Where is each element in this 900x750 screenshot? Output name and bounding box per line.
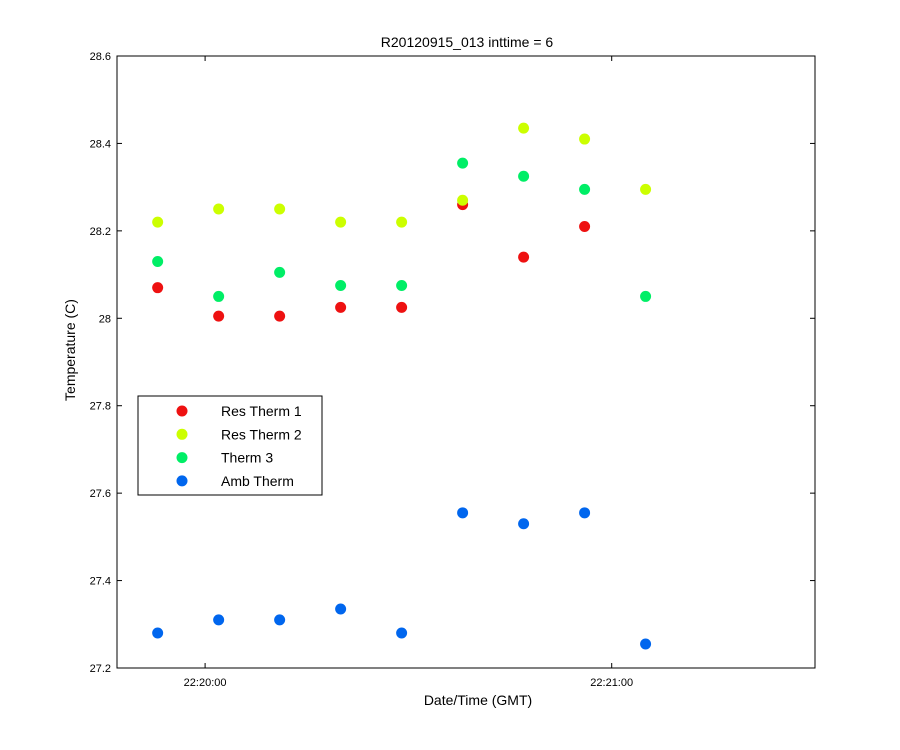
data-point-1 [579, 133, 591, 145]
y-tick-label: 27.6 [90, 488, 111, 500]
data-point-2 [396, 280, 408, 291]
data-point-1 [335, 216, 347, 228]
data-point-1 [640, 183, 652, 195]
data-point-2 [152, 255, 164, 267]
data-point-2 [579, 183, 591, 195]
y-axis-label: Temperature (C) [62, 299, 78, 401]
legend-label: Amb Therm [221, 473, 294, 489]
data-point-2 [640, 290, 652, 302]
data-point-3 [152, 627, 164, 639]
data-points [152, 122, 652, 650]
data-point-3 [457, 507, 469, 519]
data-point-0 [274, 310, 286, 322]
legend-marker [176, 405, 188, 417]
data-point-1 [518, 122, 530, 134]
x-axis-label: Date/Time (GMT) [424, 692, 532, 708]
data-point-3 [213, 614, 225, 626]
y-tick-label: 28.6 [90, 51, 111, 63]
legend-marker [176, 428, 188, 440]
data-point-0 [396, 301, 408, 313]
data-point-2 [335, 280, 347, 291]
data-point-0 [335, 301, 347, 313]
data-point-3 [518, 518, 530, 530]
data-point-2 [213, 290, 225, 302]
legend-label: Therm 3 [221, 450, 273, 466]
data-point-1 [274, 203, 286, 215]
y-tick-label: 27.8 [90, 401, 111, 413]
data-point-3 [640, 638, 652, 650]
legend-marker [176, 475, 188, 487]
x-tick-label: 22:20:00 [184, 677, 227, 689]
y-axis: 27.2 27.4 27.6 27.8 28 28.2 28.4 28.6 [90, 51, 815, 675]
data-point-1 [457, 194, 469, 206]
legend-label: Res Therm 2 [221, 426, 302, 442]
x-tick-label: 22:21:00 [590, 677, 633, 689]
data-point-3 [396, 627, 408, 639]
data-point-2 [518, 170, 530, 182]
data-point-3 [274, 614, 286, 626]
data-point-0 [579, 220, 591, 232]
chart-title: R20120915_013 inttime = 6 [381, 34, 554, 50]
data-point-1 [213, 203, 225, 215]
y-tick-label: 27.4 [90, 576, 111, 588]
data-point-1 [396, 216, 408, 228]
data-point-3 [579, 507, 591, 519]
y-tick-label: 28.2 [90, 226, 111, 238]
data-point-3 [335, 603, 347, 615]
legend: Res Therm 1 Res Therm 2 Therm 3 Amb Therm [137, 395, 323, 496]
data-point-0 [152, 282, 164, 294]
data-point-0 [518, 251, 530, 263]
data-point-1 [152, 216, 164, 228]
y-tick-label: 28.4 [90, 138, 111, 150]
legend-box [137, 395, 323, 496]
legend-label: Res Therm 1 [221, 403, 302, 419]
plot-area [116, 55, 816, 669]
data-point-0 [213, 310, 225, 322]
legend-marker [176, 452, 188, 464]
y-tick-label: 27.2 [90, 663, 111, 675]
data-point-2 [274, 266, 286, 278]
y-tick-label: 28 [99, 313, 111, 325]
x-axis: 22:20:00 22:21:00 [184, 56, 633, 689]
data-point-2 [457, 157, 469, 169]
